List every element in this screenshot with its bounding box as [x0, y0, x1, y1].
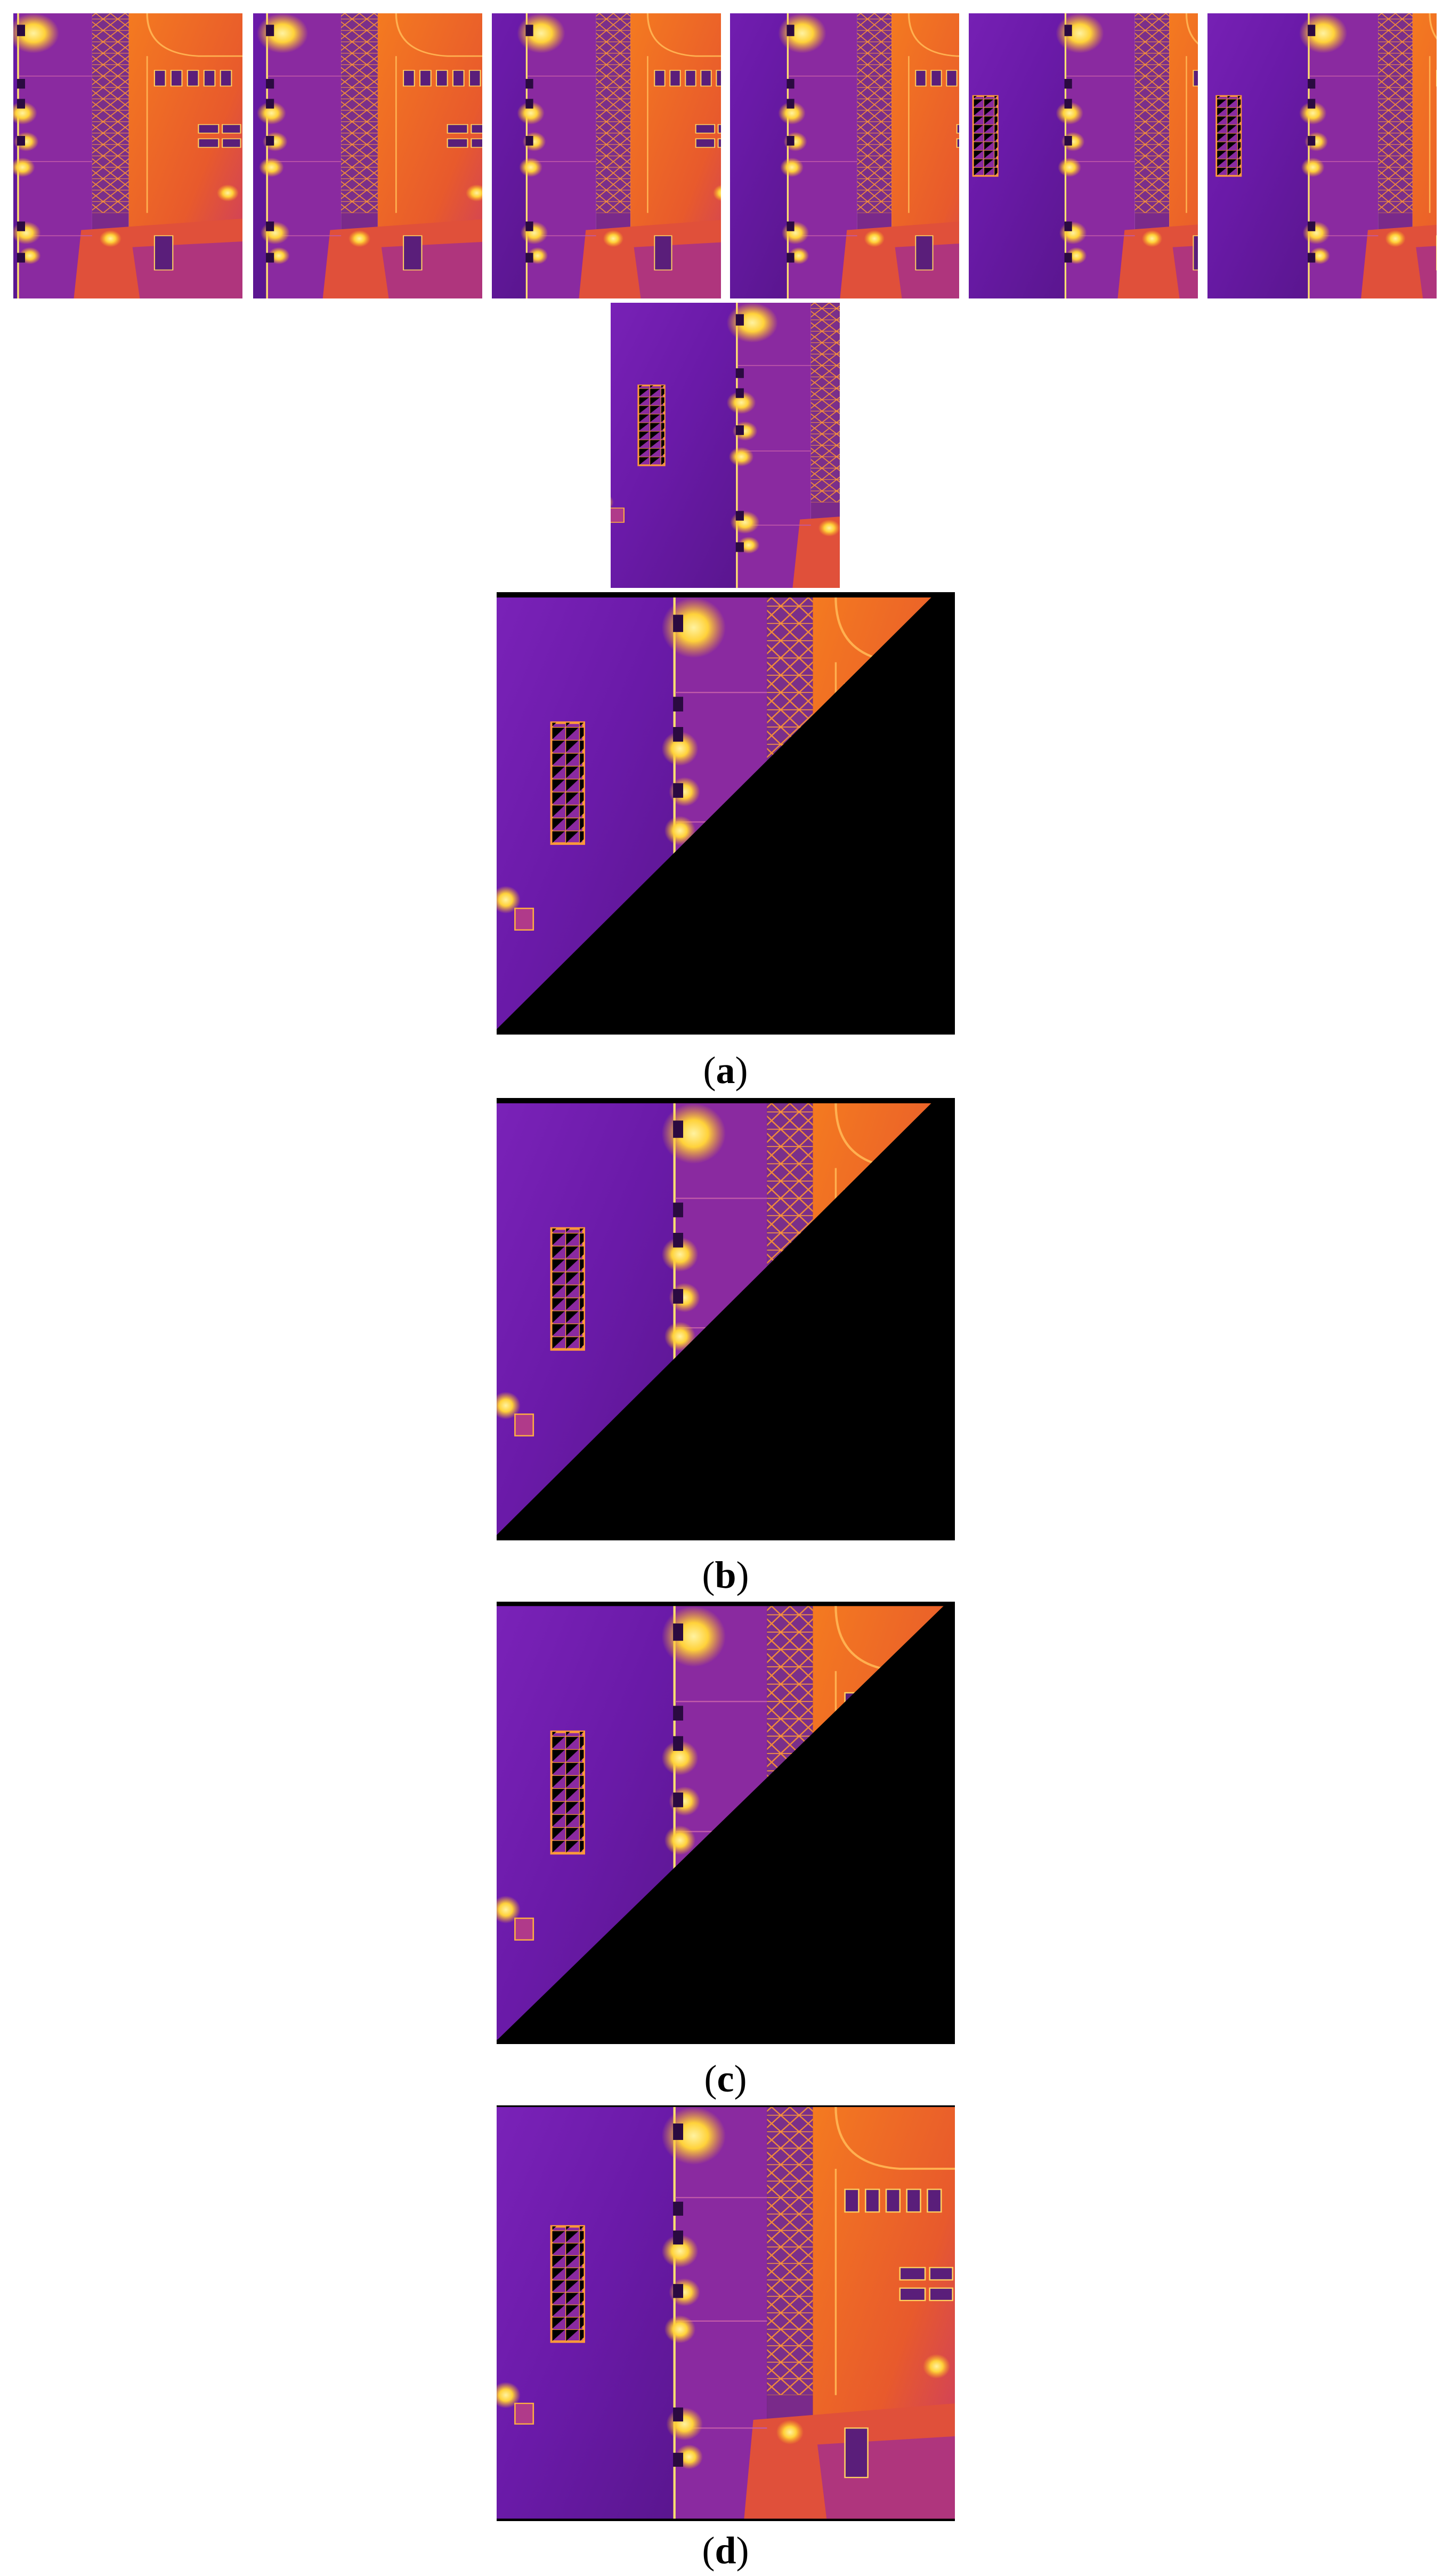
- mosaic-panel-d: [497, 2105, 955, 2521]
- thermal-frame-5: [969, 13, 1198, 298]
- mosaic-panel-a: [497, 592, 955, 1035]
- mosaic-panel-b: [497, 1098, 955, 1540]
- panel-caption-c: (c): [704, 2057, 747, 2100]
- panel-caption-b: (b): [702, 1554, 749, 1596]
- thermal-frame-6: [1207, 13, 1437, 298]
- thermal-frame-2: [253, 13, 482, 298]
- thermal-frame-4: [730, 13, 959, 298]
- panel-caption-d: (d): [702, 2529, 749, 2572]
- thermal-frame-1: [13, 13, 242, 298]
- thermal-frame-7: [611, 303, 840, 588]
- thermal-frame-3: [492, 13, 721, 298]
- mosaic-panel-c: [497, 1602, 955, 2044]
- panel-caption-a: (a): [703, 1049, 748, 1092]
